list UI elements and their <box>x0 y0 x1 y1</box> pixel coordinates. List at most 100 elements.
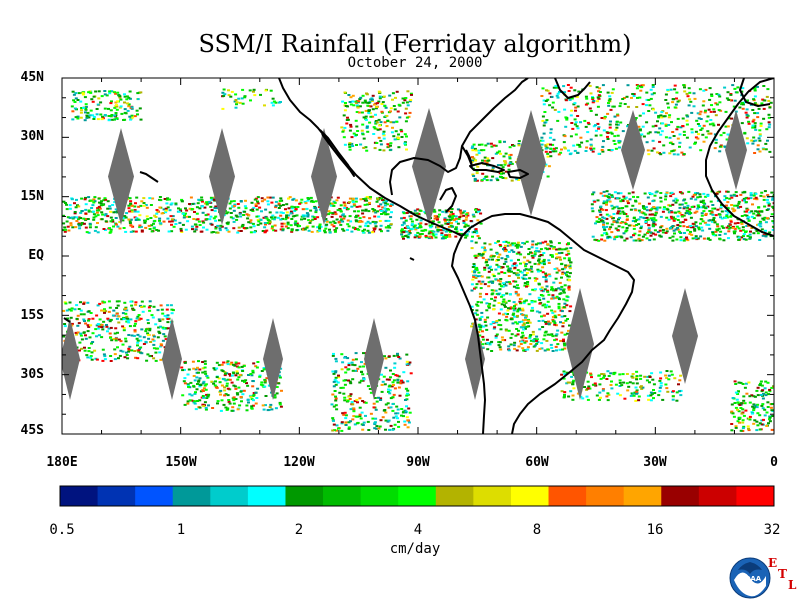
rain-cell <box>361 424 365 426</box>
rain-cell <box>680 203 684 206</box>
rain-cell <box>155 229 159 231</box>
rain-cell <box>228 202 232 205</box>
rain-cell <box>219 393 222 396</box>
rain-cell <box>470 240 474 243</box>
rain-cell <box>658 390 662 393</box>
rain-cell <box>552 281 556 284</box>
rain-cell <box>163 314 167 317</box>
rain-cell <box>113 201 117 204</box>
rain-cell <box>98 201 101 204</box>
rain-cell <box>741 383 745 385</box>
rain-cell <box>382 149 386 152</box>
rain-cell <box>682 134 686 136</box>
rain-cell <box>246 217 250 220</box>
rain-cell <box>62 309 66 312</box>
rain-cell <box>115 105 119 108</box>
rain-cell <box>101 115 104 118</box>
rain-cell <box>193 402 197 405</box>
rain-cell <box>745 116 749 119</box>
rain-cell <box>692 105 696 108</box>
rain-cell <box>367 112 371 115</box>
rain-cell <box>752 136 756 139</box>
rain-cell <box>228 373 231 376</box>
rain-cell <box>624 196 628 199</box>
rain-cell <box>403 420 407 423</box>
rain-cell <box>346 357 350 360</box>
rain-cell <box>360 411 364 414</box>
rain-cell <box>104 213 108 216</box>
rain-cell <box>607 99 611 102</box>
rain-cell <box>364 401 368 404</box>
rain-cell <box>92 201 96 204</box>
rain-cell <box>770 403 774 405</box>
rain-cell <box>738 416 742 419</box>
rain-cell <box>395 405 399 408</box>
rain-cell <box>763 408 767 411</box>
rain-cell <box>345 206 348 209</box>
rain-cell <box>400 130 404 133</box>
rain-cell <box>551 255 554 258</box>
rain-cell <box>255 397 259 399</box>
rain-cell <box>136 344 139 347</box>
rain-cell <box>251 210 255 212</box>
rain-cell <box>730 410 734 413</box>
rain-cell <box>678 206 682 209</box>
rain-cell <box>756 148 760 151</box>
rain-cell <box>437 228 440 231</box>
rain-cell <box>644 220 648 223</box>
rain-cell <box>546 333 550 336</box>
rain-cell <box>752 422 756 425</box>
rain-cell <box>744 409 748 412</box>
rain-cell <box>699 110 703 113</box>
rain-cell <box>109 220 113 223</box>
rain-cell <box>380 390 384 393</box>
rain-cell <box>203 366 207 369</box>
rain-cell <box>536 341 540 344</box>
rain-cell <box>516 269 520 272</box>
rain-cell <box>432 234 436 237</box>
rain-cell <box>649 88 653 91</box>
rain-cell <box>378 196 382 199</box>
rain-cell <box>158 351 162 354</box>
rain-cell <box>743 199 746 202</box>
rain-cell <box>645 91 649 94</box>
rain-cell <box>160 308 164 311</box>
rain-cell <box>749 192 753 195</box>
rain-cell <box>744 197 748 200</box>
rain-cell <box>615 126 619 129</box>
rain-cell <box>519 343 523 345</box>
rain-cell <box>284 225 288 228</box>
rain-cell <box>91 114 95 117</box>
rain-cell <box>756 386 760 389</box>
rain-cell <box>479 287 483 290</box>
rain-cell <box>516 241 520 244</box>
rain-cell <box>129 202 133 205</box>
rain-cell <box>535 277 539 280</box>
rain-cell <box>652 217 656 220</box>
rain-cell <box>597 94 601 97</box>
rain-cell <box>65 220 69 223</box>
rain-cell <box>602 202 606 205</box>
rain-cell <box>694 221 698 224</box>
rain-cell <box>631 394 634 397</box>
rain-cell <box>561 322 565 324</box>
rain-cell <box>541 271 545 274</box>
rain-cell <box>753 86 757 89</box>
rain-cell <box>356 130 360 132</box>
rain-cell <box>384 411 388 414</box>
rain-cell <box>688 233 692 235</box>
rain-cell <box>194 228 198 231</box>
rain-cell <box>565 247 569 250</box>
rain-cell <box>688 146 692 149</box>
rain-cell <box>591 193 595 196</box>
rain-cell <box>261 230 265 232</box>
rain-cell <box>196 218 200 221</box>
rain-cell <box>544 272 548 275</box>
rain-cell <box>461 211 465 214</box>
rain-cell <box>76 324 80 327</box>
rain-cell <box>601 145 605 148</box>
rain-cell <box>87 210 91 213</box>
rain-cell <box>376 210 380 213</box>
rain-cell <box>549 343 553 346</box>
rain-cell <box>771 228 774 231</box>
